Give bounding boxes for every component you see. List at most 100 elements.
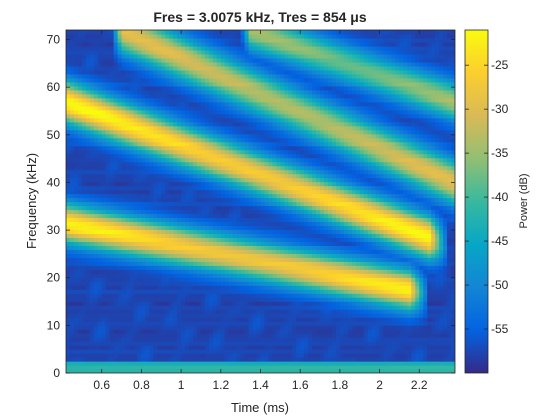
heatmap-cell bbox=[189, 201, 194, 207]
heatmap-cell bbox=[236, 45, 242, 51]
heatmap-cell bbox=[292, 273, 297, 278]
heatmap-cell bbox=[141, 257, 146, 262]
heatmap-cell bbox=[153, 65, 158, 71]
heatmap-cell bbox=[133, 297, 139, 302]
heatmap-cell bbox=[280, 333, 285, 338]
heatmap-cell bbox=[113, 197, 119, 203]
heatmap-cell bbox=[81, 357, 87, 362]
heatmap-cell bbox=[280, 133, 285, 139]
heatmap-cell bbox=[236, 37, 242, 43]
heatmap-cell bbox=[252, 201, 258, 207]
heatmap-cell bbox=[105, 317, 111, 322]
heatmap-cell bbox=[105, 137, 111, 143]
heatmap-cell bbox=[77, 361, 83, 366]
heatmap-cell bbox=[149, 257, 154, 262]
heatmap-cell bbox=[121, 245, 127, 250]
heatmap-cell bbox=[181, 357, 186, 362]
heatmap-cell bbox=[244, 229, 250, 235]
heatmap-cell bbox=[93, 161, 99, 167]
heatmap-cell bbox=[109, 173, 115, 179]
heatmap-cell bbox=[153, 293, 158, 298]
heatmap-cell bbox=[145, 281, 150, 286]
heatmap-cell bbox=[161, 37, 166, 43]
heatmap-cell bbox=[216, 237, 222, 242]
heatmap-cell bbox=[153, 33, 158, 39]
heatmap-cell bbox=[137, 209, 143, 215]
heatmap-cell bbox=[204, 249, 210, 254]
heatmap-cell bbox=[85, 349, 91, 354]
heatmap-cell bbox=[272, 105, 277, 111]
heatmap-cell bbox=[236, 137, 242, 143]
heatmap-cell bbox=[117, 201, 123, 207]
heatmap-cell bbox=[129, 241, 135, 246]
heatmap-cell bbox=[73, 289, 79, 294]
heatmap-cell bbox=[252, 141, 258, 147]
heatmap-cell bbox=[292, 85, 297, 91]
heatmap-cell bbox=[260, 277, 266, 282]
heatmap-cell bbox=[181, 93, 186, 99]
heatmap-cell bbox=[145, 57, 150, 63]
heatmap-cell bbox=[248, 77, 254, 83]
heatmap-cell bbox=[113, 297, 119, 302]
heatmap-cell bbox=[280, 349, 285, 354]
heatmap-cell bbox=[177, 253, 182, 258]
heatmap-cell bbox=[220, 333, 226, 338]
heatmap-cell bbox=[292, 297, 297, 302]
heatmap-cell bbox=[153, 309, 158, 314]
heatmap-cell bbox=[145, 249, 150, 254]
heatmap-cell bbox=[137, 121, 143, 127]
heatmap-cell bbox=[133, 81, 139, 87]
heatmap-cell bbox=[193, 217, 198, 223]
heatmap-cell bbox=[268, 221, 274, 227]
heatmap-cell bbox=[189, 125, 194, 131]
heatmap-cell bbox=[161, 281, 166, 286]
heatmap-cell bbox=[268, 293, 274, 298]
heatmap-cell bbox=[272, 365, 277, 370]
heatmap-cell bbox=[117, 317, 123, 322]
heatmap-cell bbox=[193, 245, 198, 250]
heatmap-cell bbox=[77, 301, 83, 306]
heatmap-cell bbox=[216, 165, 222, 171]
heatmap-cell bbox=[149, 30, 154, 35]
heatmap-cell bbox=[248, 341, 254, 346]
heatmap-cell bbox=[264, 73, 270, 79]
heatmap-cell bbox=[89, 201, 95, 207]
heatmap-cell bbox=[153, 45, 158, 51]
heatmap-cell bbox=[97, 313, 103, 318]
heatmap-cell bbox=[276, 85, 281, 91]
heatmap-cell bbox=[236, 161, 242, 167]
heatmap-cell bbox=[256, 297, 262, 302]
heatmap-cell bbox=[248, 261, 254, 266]
heatmap-cell bbox=[137, 281, 143, 286]
heatmap-cell bbox=[220, 173, 226, 179]
heatmap-cell bbox=[177, 189, 182, 195]
heatmap-cell bbox=[224, 317, 230, 322]
heatmap-cell bbox=[204, 329, 210, 334]
heatmap-cell bbox=[252, 345, 258, 350]
heatmap-cell bbox=[105, 345, 111, 350]
heatmap-cell bbox=[69, 85, 75, 91]
heatmap-cell bbox=[157, 101, 162, 107]
heatmap-cell bbox=[113, 249, 119, 254]
heatmap-cell bbox=[145, 89, 150, 95]
heatmap-cell bbox=[204, 285, 210, 290]
heatmap-cell bbox=[93, 201, 99, 207]
heatmap-cell bbox=[85, 345, 91, 350]
heatmap-cell bbox=[93, 337, 99, 342]
heatmap-cell bbox=[169, 153, 174, 159]
heatmap-cell bbox=[200, 329, 206, 334]
heatmap-cell bbox=[101, 145, 107, 151]
heatmap-cell bbox=[109, 289, 115, 294]
heatmap-cell bbox=[141, 117, 146, 123]
heatmap-cell bbox=[121, 89, 127, 95]
heatmap-cell bbox=[244, 65, 250, 71]
heatmap-cell bbox=[81, 173, 87, 179]
heatmap-cell bbox=[97, 141, 103, 147]
heatmap-cell bbox=[185, 253, 190, 258]
heatmap-cell bbox=[173, 30, 178, 35]
heatmap-cell bbox=[81, 117, 87, 123]
heatmap-cell bbox=[165, 285, 170, 290]
heatmap-cell bbox=[244, 369, 250, 373]
heatmap-cell bbox=[149, 285, 154, 290]
heatmap-cell bbox=[208, 117, 214, 123]
